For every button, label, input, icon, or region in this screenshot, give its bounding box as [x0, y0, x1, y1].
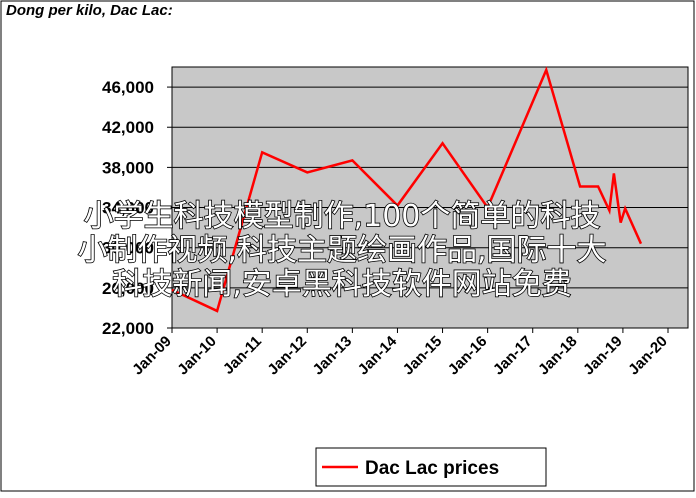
y-tick-label: 38,000: [102, 158, 154, 177]
overlay-text: 小制作视频,科技主题绘画作品,国际十大: [77, 233, 606, 268]
y-tick-label: 22,000: [102, 319, 154, 338]
y-tick-label: 26,000: [102, 279, 154, 298]
line: [171, 66, 643, 313]
legend-label: Dac Lac prices: [365, 458, 499, 479]
overlay-text: 科技新闻,安卓黑科技软件网站免费: [112, 267, 572, 302]
y-tick-label: 30,000: [102, 239, 154, 258]
y-tick-label: 42,000: [102, 118, 154, 137]
chart-title: Dong per kilo, Dac Lac:: [6, 2, 173, 19]
overlay-text: 小学生科技模型制作,100个简单的科技: [84, 199, 601, 234]
y-tick-label: 34,000: [102, 199, 154, 218]
y-tick-label: 46,000: [102, 78, 154, 97]
